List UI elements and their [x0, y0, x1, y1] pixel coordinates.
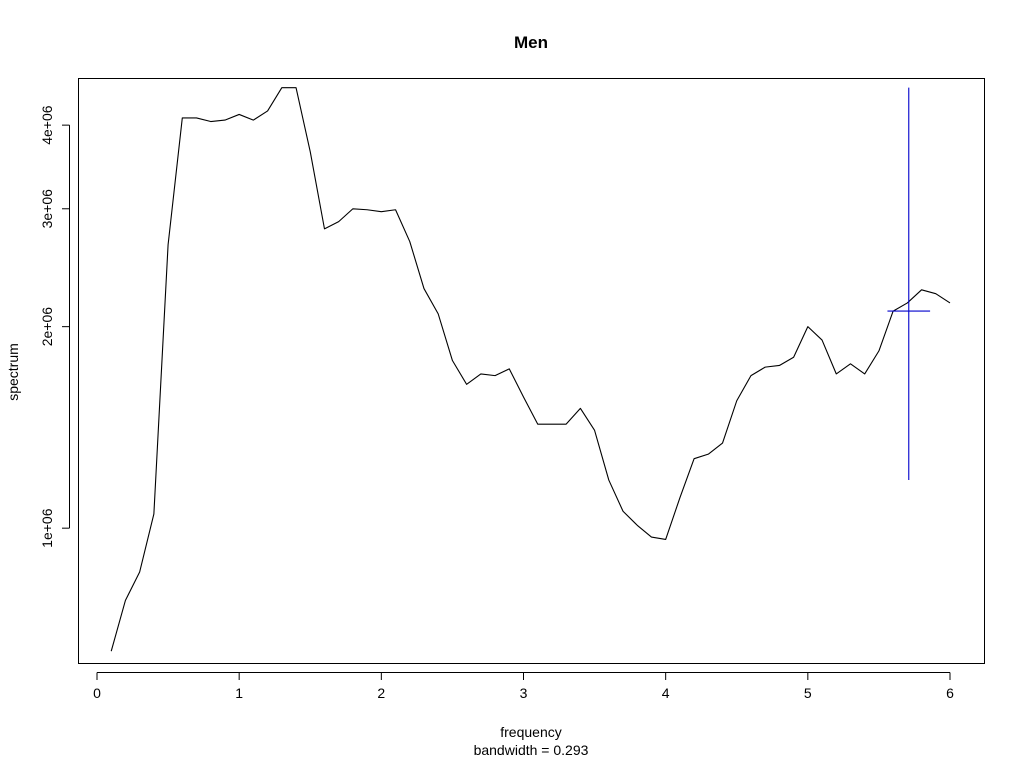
- x-tick-label: 5: [804, 685, 812, 701]
- plot-frame: [78, 78, 985, 664]
- x-axis: 0 1 2 3 4 5 6: [93, 672, 954, 701]
- spectrum-line: [110, 87, 951, 652]
- y-axis: 1e+06 2e+06 3e+06 4e+06: [39, 105, 70, 548]
- y-tick-label: 4e+06: [39, 105, 55, 145]
- x-tick-label: 1: [235, 685, 243, 701]
- x-tick-label: 2: [377, 685, 385, 701]
- x-axis-label: frequency: [500, 724, 561, 740]
- x-tick-label: 3: [520, 685, 528, 701]
- x-tick-label: 4: [662, 685, 670, 701]
- chart-title: Men: [514, 33, 548, 52]
- y-axis-label: spectrum: [5, 343, 21, 401]
- bandwidth-label: bandwidth = 0.293: [474, 742, 589, 758]
- x-tick-label: 0: [93, 685, 101, 701]
- x-tick-label: 6: [946, 685, 954, 701]
- confidence-interval-bar: [887, 87, 931, 481]
- y-tick-label: 1e+06: [39, 508, 55, 548]
- y-tick-label: 2e+06: [39, 307, 55, 347]
- y-tick-label: 3e+06: [39, 189, 55, 229]
- series-layer: [110, 87, 951, 652]
